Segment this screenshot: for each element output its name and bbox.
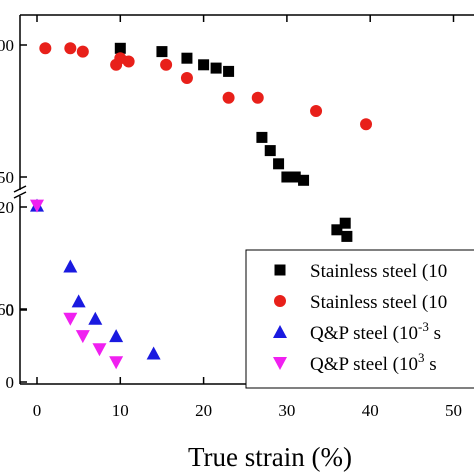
data-point-series-1 bbox=[273, 158, 285, 170]
legend-marker-2 bbox=[274, 295, 286, 307]
legend-label-3: Q&P steel (10-3 s bbox=[310, 319, 441, 344]
x-tick-label: 30 bbox=[278, 401, 295, 420]
legend: Stainless steel (10 Stainless steel (10 Q&… bbox=[245, 249, 474, 389]
data-point-series-4 bbox=[30, 199, 44, 213]
data-point-series-1 bbox=[210, 62, 222, 74]
data-point-series-1 bbox=[198, 59, 210, 71]
data-point-series-2 bbox=[64, 42, 77, 55]
data-point-series-3 bbox=[146, 346, 161, 360]
data-point-series-2 bbox=[122, 55, 135, 68]
x-tick-label: 0 bbox=[33, 401, 42, 420]
data-point-series-4 bbox=[109, 356, 124, 370]
data-point-series-1 bbox=[289, 171, 301, 183]
data-point-series-4 bbox=[92, 343, 107, 357]
y-tick-label: 00 bbox=[0, 36, 14, 55]
y-tick-label: 0 bbox=[6, 301, 15, 320]
y-tick-label: 0 bbox=[6, 373, 15, 392]
y-tick-label: 60 bbox=[0, 300, 14, 319]
data-point-series-2 bbox=[310, 105, 323, 117]
data-point-series-4 bbox=[75, 330, 90, 344]
data-point-series-1 bbox=[114, 42, 126, 54]
data-point-series-2 bbox=[39, 42, 52, 55]
data-point-series-1 bbox=[256, 131, 268, 143]
legend-label-1: Stainless steel (10 bbox=[310, 261, 447, 282]
legend-marker-3 bbox=[273, 325, 287, 338]
x-tick-label: 40 bbox=[362, 401, 379, 420]
legend-marker-1 bbox=[274, 264, 286, 276]
legend-marker-4 bbox=[273, 357, 287, 370]
data-point-series-2 bbox=[76, 45, 89, 58]
data-point-series-1 bbox=[331, 224, 343, 236]
data-point-series-1 bbox=[339, 217, 351, 229]
data-point-series-3 bbox=[88, 311, 103, 325]
data-point-series-1 bbox=[181, 52, 193, 64]
data-point-series-2 bbox=[160, 58, 173, 71]
y-tick-label: 20 bbox=[0, 198, 14, 217]
data-point-series-4 bbox=[63, 312, 78, 326]
data-point-series-2 bbox=[251, 91, 264, 104]
data-point-series-1 bbox=[298, 174, 310, 186]
data-point-series-2 bbox=[360, 118, 373, 131]
legend-label-2: Stainless steel (10 bbox=[310, 292, 447, 313]
data-point-series-1 bbox=[341, 230, 353, 242]
axis-break-mark bbox=[13, 191, 27, 199]
data-point-series-2 bbox=[222, 91, 235, 104]
data-point-series-1 bbox=[223, 65, 235, 77]
data-point-series-1 bbox=[156, 46, 168, 58]
data-point-series-3 bbox=[71, 294, 86, 308]
x-tick-label: 20 bbox=[195, 401, 212, 420]
data-points bbox=[30, 42, 474, 370]
data-point-series-3 bbox=[109, 329, 124, 343]
axis-break-mark bbox=[13, 185, 27, 193]
legend-label-4: Q&P steel (103 s bbox=[310, 350, 437, 375]
y-tick-label: 50 bbox=[0, 168, 14, 187]
x-tick-label: 50 bbox=[445, 401, 462, 420]
data-point-series-1 bbox=[281, 171, 293, 183]
x-tick-label: 10 bbox=[112, 401, 129, 420]
data-point-series-1 bbox=[264, 145, 276, 157]
x-axis-title: True strain (%) bbox=[188, 442, 352, 472]
data-point-series-2 bbox=[180, 72, 193, 84]
data-point-series-3 bbox=[63, 259, 78, 273]
